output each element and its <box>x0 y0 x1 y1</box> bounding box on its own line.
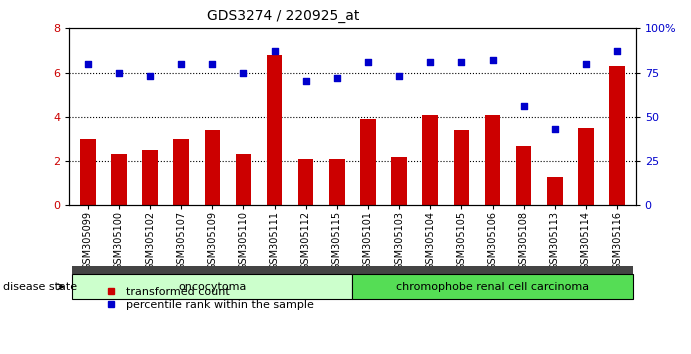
Point <box>82 61 93 67</box>
Bar <box>329 159 345 205</box>
Point <box>113 70 124 75</box>
Bar <box>453 130 469 205</box>
Point <box>176 61 187 67</box>
Bar <box>422 115 438 205</box>
Point <box>425 59 436 65</box>
Text: chromophobe renal cell carcinoma: chromophobe renal cell carcinoma <box>396 282 589 292</box>
Text: disease state: disease state <box>3 282 77 292</box>
Point <box>394 73 405 79</box>
Point <box>580 61 591 67</box>
Point <box>363 59 374 65</box>
Point <box>331 75 342 81</box>
Point <box>518 103 529 109</box>
Bar <box>80 139 95 205</box>
Bar <box>578 128 594 205</box>
Point <box>612 48 623 54</box>
Bar <box>516 145 531 205</box>
Point <box>144 73 155 79</box>
Bar <box>484 115 500 205</box>
Bar <box>267 55 283 205</box>
Bar <box>609 66 625 205</box>
Point <box>238 70 249 75</box>
Bar <box>205 130 220 205</box>
Bar <box>173 139 189 205</box>
Text: oncocytoma: oncocytoma <box>178 282 247 292</box>
Point <box>269 48 280 54</box>
Legend: transformed count, percentile rank within the sample: transformed count, percentile rank withi… <box>95 282 319 315</box>
Bar <box>298 159 314 205</box>
Bar <box>142 150 158 205</box>
Point <box>456 59 467 65</box>
Bar <box>360 119 376 205</box>
Point <box>487 57 498 63</box>
Bar <box>547 177 562 205</box>
Bar <box>391 156 407 205</box>
Point <box>549 126 560 132</box>
Bar <box>236 154 252 205</box>
Point <box>300 79 311 84</box>
Bar <box>111 154 126 205</box>
Text: GDS3274 / 220925_at: GDS3274 / 220925_at <box>207 9 360 23</box>
Point <box>207 61 218 67</box>
